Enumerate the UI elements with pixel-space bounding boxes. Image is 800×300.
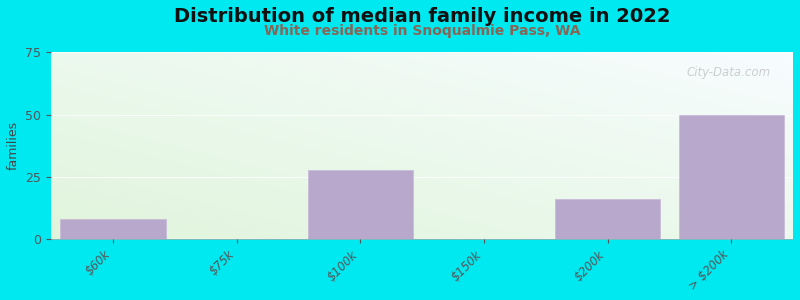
Text: White residents in Snoqualmie Pass, WA: White residents in Snoqualmie Pass, WA <box>264 24 580 38</box>
Text: City-Data.com: City-Data.com <box>686 66 771 79</box>
Bar <box>61 219 166 239</box>
Bar <box>308 169 413 239</box>
Bar <box>678 115 784 239</box>
Bar <box>555 200 660 239</box>
Title: Distribution of median family income in 2022: Distribution of median family income in … <box>174 7 670 26</box>
Y-axis label: families: families <box>7 121 20 170</box>
